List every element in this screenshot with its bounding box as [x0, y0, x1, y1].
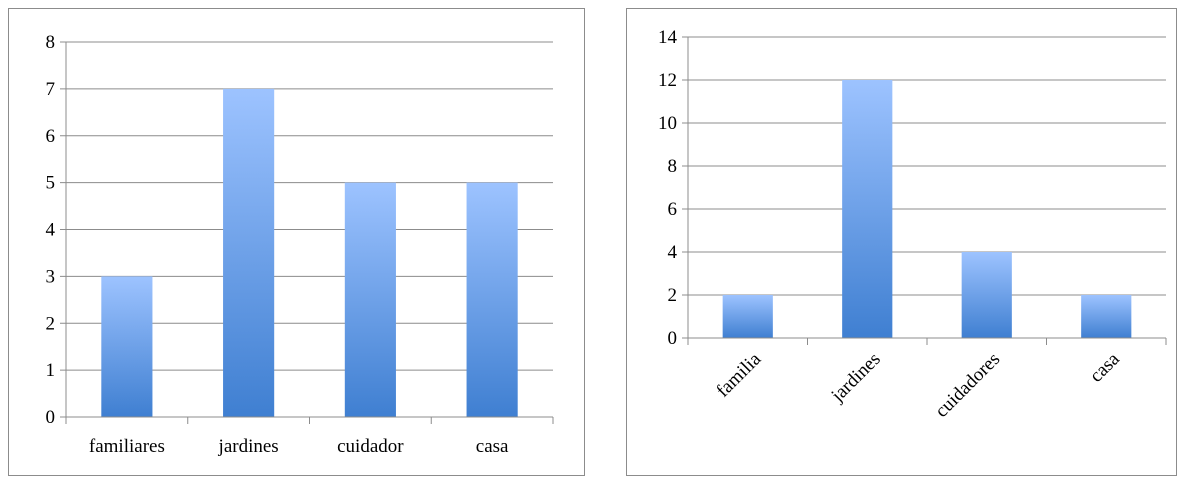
chart-1-bar-cuidadores: [961, 252, 1012, 338]
chart-0-y-tick-label: 1: [46, 360, 56, 381]
chart-0-y-tick-label: 3: [46, 266, 56, 287]
chart-right: 0 2 4 6 8 10 12 14 familia jardines cuidadores casa: [626, 8, 1177, 476]
chart-1-x-tick-label: casa: [1086, 348, 1124, 386]
chart-0-y-tick-label: 0: [46, 407, 56, 428]
chart-right-plot: 0 2 4 6 8 10 12 14 familia jardines cuidadores casa: [658, 27, 1167, 422]
chart-0-x-tick-label: casa: [476, 436, 509, 457]
chart-0-x-tick-label: cuidador: [337, 436, 404, 457]
chart-0-y-tick-label: 7: [46, 79, 56, 100]
chart-1-y-tick-label: 0: [668, 328, 678, 349]
chart-1-y-tick-label: 4: [668, 242, 678, 263]
chart-0-x-tick-label: jardines: [218, 436, 279, 457]
chart-0-y-tick-label: 4: [46, 220, 56, 241]
chart-1-y-tick-label: 6: [668, 199, 678, 220]
chart-0-bar-jardines: [223, 88, 275, 417]
chart-left: 0 1 2 3 4 5 6 7 8 familiares jardines cuidador casa: [8, 8, 585, 476]
chart-1-bar-casa: [1081, 295, 1132, 338]
chart-1-x-tick-label: cuidadores: [931, 349, 1004, 422]
chart-1-bar-jardines: [842, 80, 893, 338]
chart-0-bar-familiares: [101, 276, 153, 417]
chart-0-bar-cuidador: [344, 182, 396, 417]
chart-left-plot: 0 1 2 3 4 5 6 7 8 familiares jardines cuidador casa: [46, 32, 554, 457]
chart-1-y-tick-label: 12: [658, 70, 677, 91]
chart-0-x-tick-label: familiares: [89, 436, 165, 457]
chart-1-y-tick-label: 10: [658, 113, 677, 134]
chart-1-y-tick-label: 14: [658, 27, 678, 48]
chart-1-bar-familia: [722, 295, 773, 338]
chart-1-x-tick-label: jardines: [827, 349, 885, 407]
chart-0-y-tick-label: 8: [46, 32, 56, 53]
chart-0-bar-casa: [466, 182, 518, 417]
chart-0-y-tick-label: 5: [46, 173, 56, 194]
chart-0-y-tick-label: 2: [46, 313, 56, 334]
chart-1-y-tick-label: 8: [668, 156, 678, 177]
chart-0-y-tick-label: 6: [46, 126, 56, 147]
chart-1-x-tick-label: familia: [712, 348, 765, 401]
chart-1-y-tick-label: 2: [668, 285, 678, 306]
